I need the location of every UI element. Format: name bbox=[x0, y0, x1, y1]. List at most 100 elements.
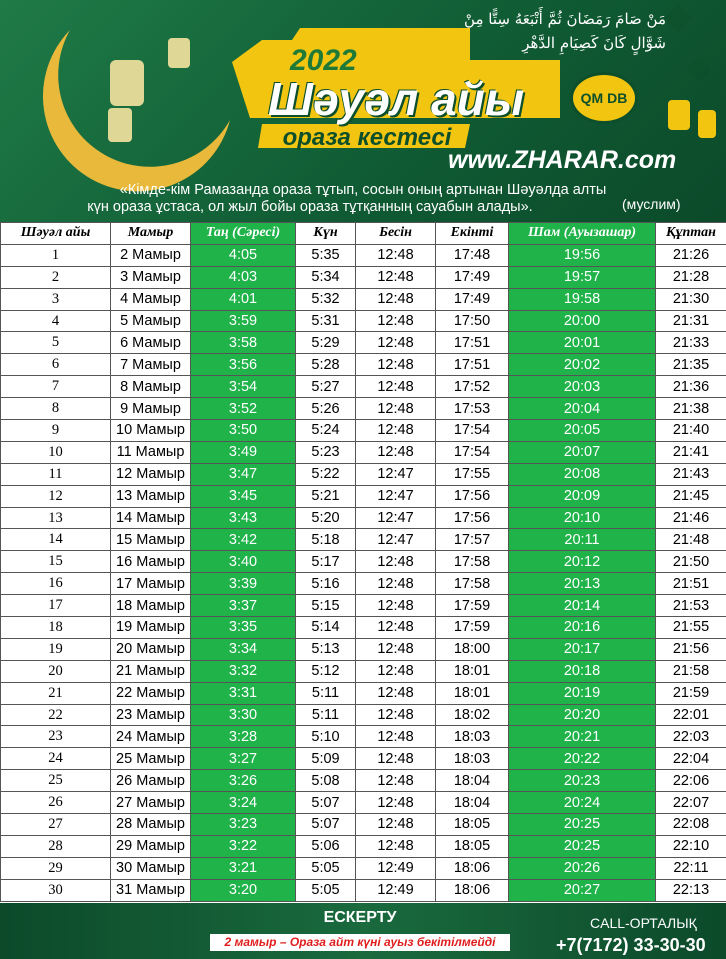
schedule-table: Шәуәл айы Мамыр Таң (Сәресі) Күн Бесін Екінті… bbox=[0, 222, 726, 902]
table-cell: 3:21 bbox=[190, 856, 296, 880]
table-cell: 23 Мамыр bbox=[110, 703, 191, 727]
table-cell: 3:56 bbox=[190, 353, 296, 377]
table-cell: 12:48 bbox=[355, 834, 436, 858]
table-row: 28 29 Мамыр 3:22 5:06 12:48 18:05 20:25 22:10 bbox=[0, 834, 726, 858]
table-cell: 19 Мамыр bbox=[110, 616, 191, 639]
table-cell: 12:48 bbox=[355, 309, 436, 333]
table-cell: 18:01 bbox=[435, 659, 509, 683]
table-cell: 17:49 bbox=[435, 265, 509, 289]
arabic-text: شَوَّالٍ كَانَ كَصِيَامِ الدَّهْرِ bbox=[522, 34, 666, 52]
table-row: 22 23 Мамыр 3:30 5:11 12:48 18:02 20:20 22:01 bbox=[0, 703, 726, 727]
table-row: 24 25 Мамыр 3:27 5:09 12:48 18:03 20:22 22:04 bbox=[0, 747, 726, 771]
table-cell: 5:22 bbox=[295, 462, 356, 486]
table-cell: 20:18 bbox=[508, 659, 656, 683]
table-cell: 19:56 bbox=[508, 243, 656, 267]
table-cell: 21:50 bbox=[655, 550, 726, 574]
table-cell: 27 bbox=[0, 813, 111, 836]
table-cell: 20:21 bbox=[508, 725, 656, 749]
phone: +7(7172) 33-30-30 bbox=[556, 935, 706, 955]
table-row: 29 30 Мамыр 3:21 5:05 12:49 18:06 20:26 22:11 bbox=[0, 856, 726, 880]
table-cell: 19 bbox=[0, 637, 111, 661]
table-cell: 5:34 bbox=[295, 265, 356, 289]
table-cell: 20:17 bbox=[508, 637, 656, 661]
table-cell: 30 bbox=[0, 878, 111, 902]
table-cell: 16 Мамыр bbox=[110, 550, 191, 574]
table-cell: 5:18 bbox=[295, 528, 356, 552]
table-row: 11 12 Мамыр 3:47 5:22 12:47 17:55 20:08 21:43 bbox=[0, 462, 726, 486]
table-cell: 9 bbox=[0, 419, 111, 442]
table-cell: 3:34 bbox=[190, 637, 296, 661]
table-cell: 21:41 bbox=[655, 440, 726, 464]
hanging-lanterns bbox=[668, 100, 716, 138]
table-cell: 21:26 bbox=[655, 243, 726, 267]
table-cell: 21:58 bbox=[655, 659, 726, 683]
header-banner: مَنْ صَامَ رَمَضَانَ ثُمَّ أَتْبَعَهُ سِ… bbox=[0, 0, 726, 222]
table-cell: 20:25 bbox=[508, 834, 656, 858]
decoration bbox=[42, 3, 716, 192]
table-cell: 17:57 bbox=[435, 528, 509, 552]
table-cell: 5:05 bbox=[295, 878, 356, 902]
table-cell: 17:56 bbox=[435, 506, 509, 530]
table-cell: 12:49 bbox=[355, 856, 436, 880]
table-cell: 3:32 bbox=[190, 659, 296, 683]
table-cell: 18:03 bbox=[435, 725, 509, 749]
table-row: 16 17 Мамыр 3:39 5:16 12:48 17:58 20:13 21:51 bbox=[0, 572, 726, 596]
column-header: Күн bbox=[295, 222, 356, 245]
table-cell: 8 bbox=[0, 397, 111, 421]
table-cell: 17:56 bbox=[435, 484, 509, 508]
table-cell: 18:00 bbox=[435, 637, 509, 661]
table-cell: 12:48 bbox=[355, 397, 436, 421]
table-cell: 15 bbox=[0, 550, 111, 574]
table-cell: 1 bbox=[0, 243, 111, 267]
note: 2 мамыр – Ораза айт күні ауыз бекітілмей… bbox=[210, 934, 510, 951]
table-cell: 4:01 bbox=[190, 287, 296, 311]
table-row: 23 24 Мамыр 3:28 5:10 12:48 18:03 20:21 22:03 bbox=[0, 725, 726, 749]
table-cell: 3:47 bbox=[190, 462, 296, 486]
table-row: 27 28 Мамыр 3:23 5:07 12:48 18:05 20:25 22:08 bbox=[0, 813, 726, 836]
table-cell: 12:48 bbox=[355, 243, 436, 267]
table-cell: 13 bbox=[0, 506, 111, 530]
table-row: 30 31 Мамыр 3:20 5:05 12:49 18:06 20:27 22:13 bbox=[0, 878, 726, 902]
table-cell: 12:48 bbox=[355, 287, 436, 311]
table-cell: 21:55 bbox=[655, 616, 726, 639]
table-cell: 5:12 bbox=[295, 659, 356, 683]
table-cell: 11 Мамыр bbox=[110, 440, 191, 464]
table-cell: 17 Мамыр bbox=[110, 572, 191, 596]
table-cell: 17:54 bbox=[435, 419, 509, 442]
table-cell: 3:35 bbox=[190, 616, 296, 639]
table-cell: 24 bbox=[0, 747, 111, 771]
table-cell: 3:28 bbox=[190, 725, 296, 749]
ornaments bbox=[663, 3, 712, 82]
table-cell: 6 Мамыр bbox=[110, 331, 191, 355]
table-cell: 16 bbox=[0, 572, 111, 596]
table-cell: 2 Мамыр bbox=[110, 243, 191, 267]
table-cell: 12:48 bbox=[355, 353, 436, 377]
table-row: 20 21 Мамыр 3:32 5:12 12:48 18:01 20:18 21:58 bbox=[0, 659, 726, 683]
table-cell: 12:48 bbox=[355, 331, 436, 355]
table-cell: 20:11 bbox=[508, 528, 656, 552]
table-cell: 17:49 bbox=[435, 287, 509, 311]
table-cell: 20:16 bbox=[508, 616, 656, 639]
table-cell: 21:51 bbox=[655, 572, 726, 596]
table-row: 25 26 Мамыр 3:26 5:08 12:48 18:04 20:23 22:06 bbox=[0, 769, 726, 793]
column-header: Екінті bbox=[435, 222, 509, 245]
table-cell: 8 Мамыр bbox=[110, 375, 191, 399]
table-cell: 5:23 bbox=[295, 440, 356, 464]
table-cell: 5:35 bbox=[295, 243, 356, 267]
table-cell: 12:48 bbox=[355, 419, 436, 442]
table-cell: 18:04 bbox=[435, 769, 509, 793]
table-cell: 21:53 bbox=[655, 594, 726, 618]
table-cell: 12:48 bbox=[355, 703, 436, 727]
table-row: 21 22 Мамыр 3:31 5:11 12:48 18:01 20:19 21:59 bbox=[0, 681, 726, 705]
table-cell: 21 bbox=[0, 681, 111, 705]
table-cell: 17:53 bbox=[435, 397, 509, 421]
table-cell: 12:48 bbox=[355, 265, 436, 289]
footer: ЕСКЕРТУ 2 мамыр – Ораза айт күні ауыз бе… bbox=[0, 903, 726, 959]
table-cell: 12:47 bbox=[355, 484, 436, 508]
table-cell: 12:49 bbox=[355, 878, 436, 902]
column-header: Шам (Ауызашар) bbox=[508, 222, 656, 245]
